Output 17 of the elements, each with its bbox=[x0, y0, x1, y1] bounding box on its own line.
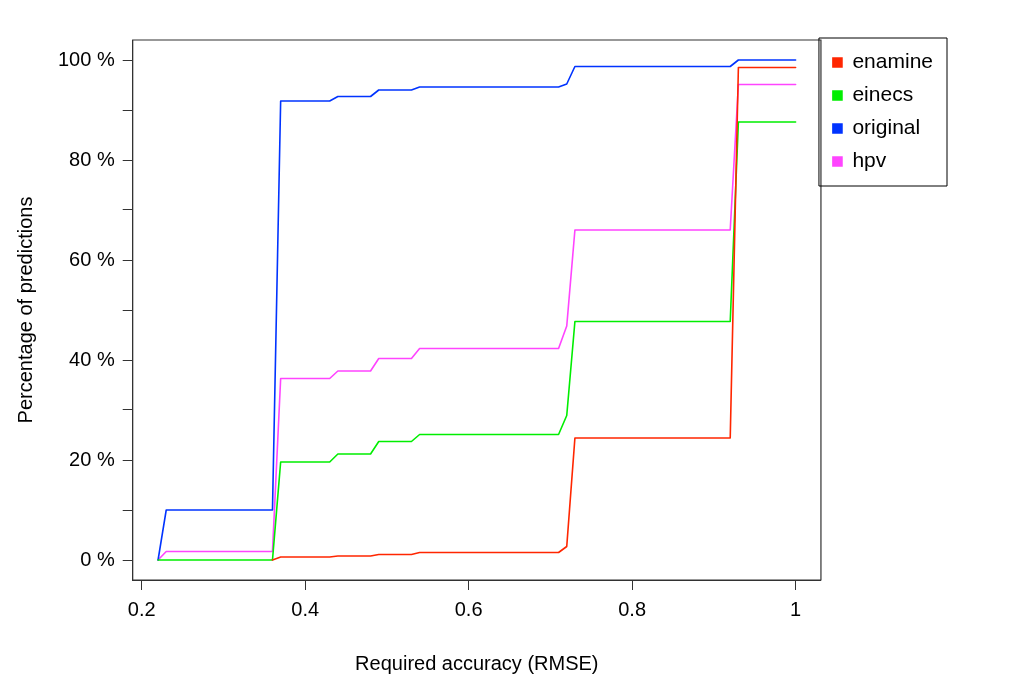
x-tick-label: 0.6 bbox=[454, 597, 483, 620]
x-tick-label: 0.8 bbox=[618, 597, 647, 620]
x-tick-label: 0.4 bbox=[291, 597, 320, 620]
y-tick-label: 80 % bbox=[69, 147, 115, 170]
y-axis-title: Percentage of predictions bbox=[13, 196, 36, 424]
x-tick-label: 1 bbox=[790, 597, 802, 620]
y-tick-label: 40 % bbox=[69, 347, 115, 370]
y-tick-label: 0 % bbox=[80, 547, 115, 570]
y-tick-label: 100 % bbox=[57, 47, 115, 70]
legend-label: hpv bbox=[852, 148, 887, 172]
x-tick-label: 0.2 bbox=[127, 597, 156, 620]
y-tick-label: 20 % bbox=[69, 447, 115, 470]
x-axis-title: Required accuracy (RMSE) bbox=[355, 651, 599, 674]
y-tick-label: 60 % bbox=[69, 247, 115, 270]
legend-label: original bbox=[852, 115, 921, 139]
legend-label: enamine bbox=[852, 49, 934, 73]
legend-label: einecs bbox=[852, 82, 914, 106]
